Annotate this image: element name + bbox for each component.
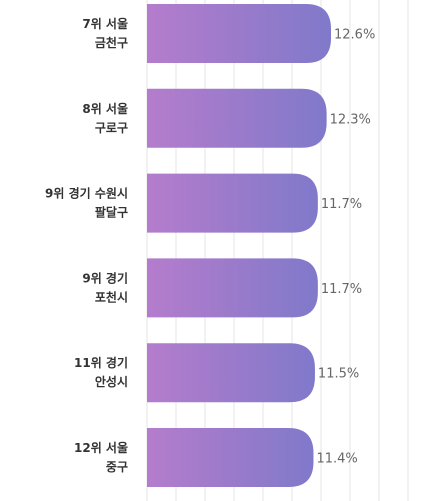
- bar: [147, 88, 327, 148]
- bar: [147, 343, 315, 403]
- value-label: 12.6%: [334, 28, 375, 43]
- category-label-line: 7위 서울: [82, 16, 128, 31]
- bar: [147, 4, 331, 63]
- category-label-line: 금천구: [95, 35, 128, 50]
- category-label-line: 팔달구: [95, 205, 128, 220]
- category-label-line: 9위 경기: [82, 270, 128, 285]
- category-label-line: 중구: [106, 460, 128, 474]
- grid-layer: [146, 0, 409, 501]
- value-label: 11.5%: [318, 367, 359, 382]
- category-label-line: 12위 서울: [74, 440, 128, 455]
- category-label-line: 8위 서울: [82, 101, 128, 116]
- bar: [147, 258, 318, 318]
- category-label-line: 안성시: [95, 374, 128, 389]
- value-label: 12.3%: [330, 112, 371, 127]
- category-label-line: 9위 경기 수원시: [45, 186, 128, 201]
- category-label-line: 구로구: [95, 121, 128, 135]
- bars-layer: [147, 4, 331, 487]
- category-label-line: 11위 경기: [74, 355, 128, 370]
- category-label-line: 포천시: [95, 289, 128, 304]
- value-label: 11.7%: [321, 197, 362, 212]
- value-label: 11.4%: [316, 452, 357, 467]
- value-label: 11.7%: [321, 282, 362, 297]
- bar: [147, 428, 314, 487]
- bar: [147, 173, 318, 233]
